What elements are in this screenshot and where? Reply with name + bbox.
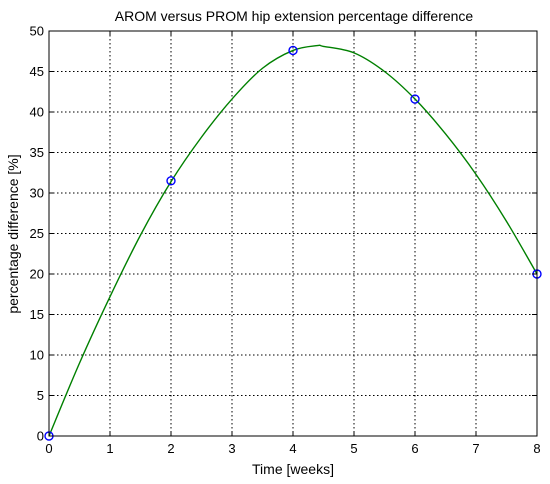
y-tick-label: 25 <box>30 226 44 241</box>
x-tick-label: 3 <box>228 441 235 456</box>
y-tick-label: 40 <box>30 105 44 120</box>
x-tick-label: 5 <box>350 441 357 456</box>
x-tick-label: 7 <box>472 441 479 456</box>
y-tick-label: 15 <box>30 307 44 322</box>
y-tick-label: 20 <box>30 267 44 282</box>
y-tick-label: 10 <box>30 348 44 363</box>
x-axis-ticks: 0 1 2 3 4 5 6 7 8 <box>45 31 541 456</box>
chart-title: AROM versus PROM hip extension percentag… <box>115 8 474 24</box>
y-tick-label: 45 <box>30 64 44 79</box>
y-tick-label: 0 <box>37 429 44 444</box>
y-axis-ticks: 0 5 10 15 20 25 30 35 40 45 50 <box>30 24 537 444</box>
x-tick-label: 0 <box>45 441 52 456</box>
data-point-marker <box>288 45 298 56</box>
grid <box>49 31 537 436</box>
y-tick-label: 30 <box>30 186 44 201</box>
x-axis-label: Time [weeks] <box>252 461 334 477</box>
y-tick-label: 35 <box>30 145 44 160</box>
y-tick-label: 50 <box>30 24 44 39</box>
data-point-marker <box>166 176 176 186</box>
fitted-curve-line <box>48 44 538 437</box>
x-tick-label: 2 <box>167 441 174 456</box>
y-axis-label: percentage difference [%] <box>5 154 21 313</box>
x-tick-label: 1 <box>106 441 113 456</box>
y-tick-label: 5 <box>37 388 44 403</box>
x-tick-label: 4 <box>289 441 296 456</box>
data-point-marker <box>410 94 420 104</box>
curve-layer <box>48 44 538 437</box>
x-tick-label: 8 <box>533 441 540 456</box>
x-tick-label: 6 <box>411 441 418 456</box>
